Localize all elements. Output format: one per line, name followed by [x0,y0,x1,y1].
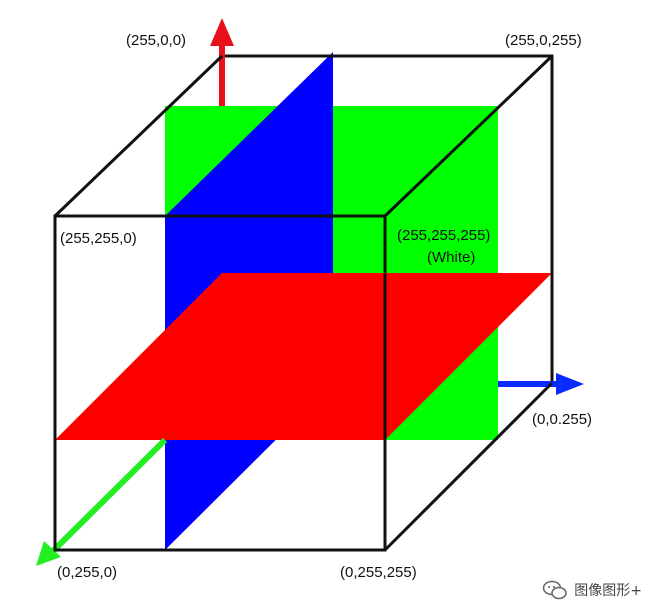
blue-axis-arrow [498,373,584,395]
label-255-0-0: (255,0,0) [126,32,186,49]
label-white: (White) [427,249,475,266]
label-0-255-0: (0,255,0) [57,564,117,581]
red-plane [55,273,552,440]
watermark: 图像图形+ [542,580,642,600]
label-255-0-255: (255,0,255) [505,32,582,49]
label-0-255-255: (0,255,255) [340,564,417,581]
green-axis-arrow [36,437,168,566]
label-0-0-255: (0,0.255) [532,411,592,428]
watermark-text: 图像图形+ [574,583,642,599]
cube-front-edges [53,54,554,552]
red-axis-arrow [210,18,234,106]
label-255-255-255: (255,255,255) [397,227,490,244]
label-255-255-0: (255,255,0) [60,230,137,247]
wechat-bubbles-icon [543,580,568,600]
